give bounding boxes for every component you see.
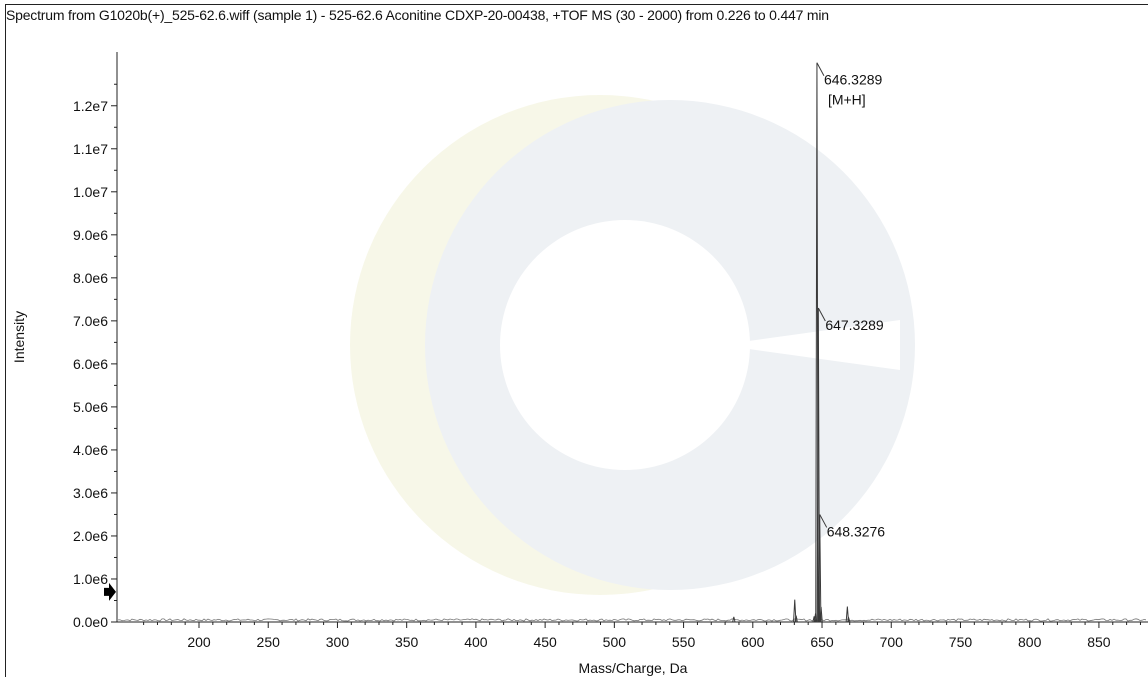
y-tick-label: 1.0e7 [73,184,108,200]
peak-mz-label: 647.3289 [825,317,884,333]
spectrum-peak [819,606,823,623]
x-tick-label: 300 [326,634,350,650]
y-tick-label: 8.0e6 [73,270,108,286]
spectrum-peak [845,606,850,623]
chart-title: Spectrum from G1020b(+)_525-62.6.wiff (s… [6,7,829,23]
annotation-leader [819,514,828,528]
y-ticks-group: 0.0e0 1.0e6 2.0e6 3.0e6 4.0e6 5.0e6 6.0e6 7.0e6… [73,83,117,630]
y-tick-label: 1.0e6 [73,571,108,587]
x-tick-label: 700 [880,634,904,650]
y-tick-label: 0.0e0 [73,614,108,630]
x-tick-label: 200 [187,634,211,650]
x-tick-label: 500 [603,634,627,650]
intensity-marker [104,582,116,601]
spectrum-peak [794,615,798,623]
y-tick-label: 5.0e6 [73,399,108,415]
y-tick-label: 1.1e7 [73,141,108,157]
axes [116,52,1148,623]
x-ticks-group: 200 250 300 350 400 450 500 550 600 650 700 750 800 8… [143,622,1141,650]
annotation-leader [817,307,826,322]
spectrum-peak [732,616,736,623]
x-tick-label: 850 [1087,634,1111,650]
spectrum-peak [847,616,851,623]
x-tick-label: 750 [949,634,973,650]
y-tick-label: 6.0e6 [73,356,108,372]
y-tick-label: 3.0e6 [73,485,108,501]
y-axis-title: Intensity [11,311,27,363]
peak-annotations: 646.3289 [M+H] 647.3289 648.3276 [816,62,886,539]
watermark-logo [350,95,915,595]
peak-mz-label: 646.3289 [824,72,883,88]
top-clipped-strip [0,0,1148,4]
annotation-leader [816,62,825,76]
baseline-trace [117,618,1147,622]
y-tick-label: 7.0e6 [73,313,108,329]
y-tick-label: 2.0e6 [73,528,108,544]
peak-mz-label: 648.3276 [827,523,886,539]
x-tick-label: 800 [1018,634,1042,650]
x-tick-label: 350 [395,634,419,650]
x-tick-label: 550 [672,634,696,650]
x-tick-label: 400 [464,634,488,650]
x-tick-label: 600 [741,634,765,650]
y-tick-label: 1.2e7 [73,98,108,114]
arrow-marker-icon [104,582,116,601]
ion-label: [M+H] [828,92,866,108]
x-axis-title: Mass/Charge, Da [579,660,688,676]
frame-top-border [5,4,1148,5]
y-tick-label: 4.0e6 [73,442,108,458]
x-tick-label: 450 [533,634,557,650]
spectrum-peak [793,599,797,623]
x-tick-label: 250 [257,634,281,650]
y-tick-label: 9.0e6 [73,227,108,243]
noise-baseline [117,618,1147,622]
frame-left-border [5,4,6,677]
x-tick-label: 650 [810,634,834,650]
